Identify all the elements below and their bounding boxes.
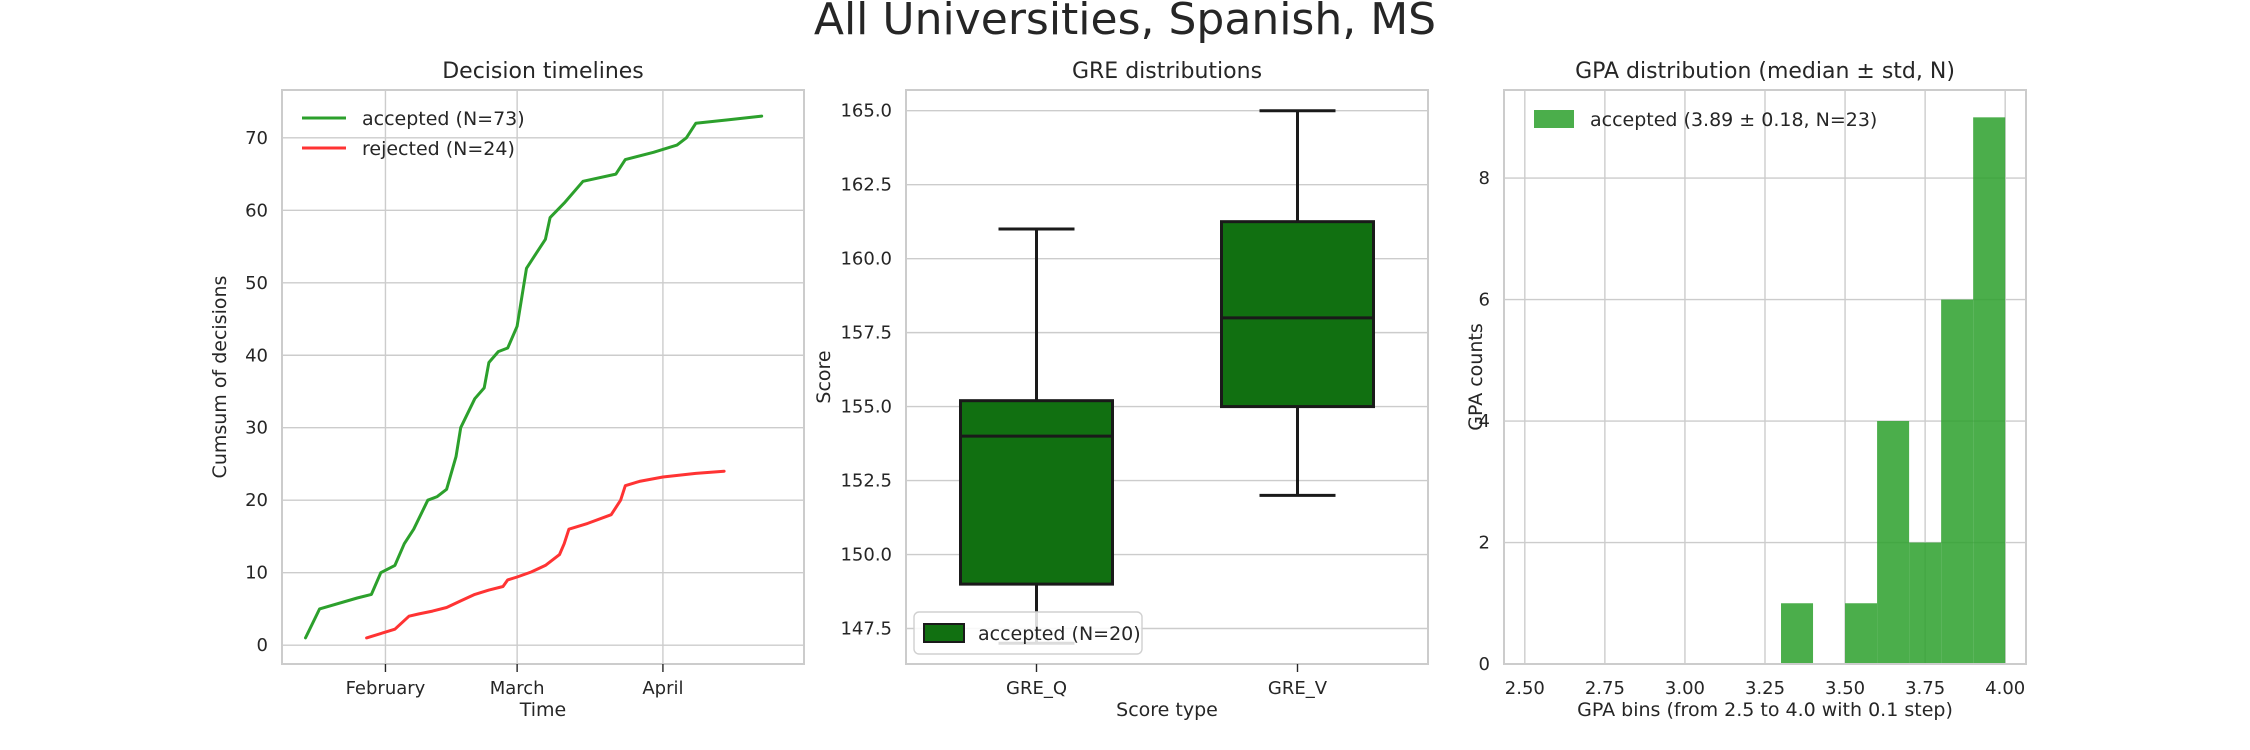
- timeline-ytick: 20: [245, 490, 268, 511]
- gpa-bars: [1781, 117, 2006, 665]
- gpa-bar: [1877, 421, 1910, 664]
- gpa-bar: [1973, 117, 2006, 665]
- gre-boxes: [959, 109, 1375, 645]
- gpa-xtick: 3.75: [1905, 678, 1945, 699]
- gre-q-box: [959, 399, 1114, 586]
- gre-ytick: 157.5: [840, 323, 892, 344]
- timeline-line-rejected: [365, 469, 726, 640]
- timeline-ylabel: Cumsum of decisions: [209, 276, 231, 479]
- timeline-ytick: 40: [245, 345, 268, 366]
- gpa-ytick: 4: [1479, 411, 1490, 432]
- gpa-bar: [1781, 603, 1814, 664]
- gpa-ylabel: GPA counts: [1465, 323, 1487, 431]
- timeline-grid: [282, 90, 804, 664]
- gre-xlabel: Score type: [1116, 699, 1218, 721]
- gre-legend: accepted (N=20): [913, 611, 1143, 655]
- timeline-ytick: 30: [245, 418, 268, 439]
- gre-ytick: 147.5: [840, 618, 892, 639]
- timeline-xtick: February: [346, 678, 426, 699]
- gre-ytick: 155.0: [840, 397, 892, 418]
- timeline-legend-label: accepted (N=73): [362, 108, 525, 130]
- timeline-ytick: 60: [245, 200, 268, 221]
- timeline-series: [304, 114, 764, 640]
- gpa-legend-label: accepted (3.89 ± 0.18, N=23): [1590, 109, 1877, 131]
- decision-timelines-panel: 0 10 20 30 40 50 60 70 February March April Decisi…: [209, 59, 805, 721]
- gre-ytick: 165.0: [840, 101, 892, 122]
- gre-xtick: GRE_Q: [1006, 678, 1067, 699]
- gpa-legend-swatch: [1534, 110, 1574, 128]
- gpa-ytick: 8: [1479, 168, 1490, 189]
- timeline-xlabel: Time: [519, 699, 567, 721]
- gpa-ticks: 0 2 4 6 8 2.50 2.75 3.00 3.25 3.50 3.75 4.00: [1479, 168, 2026, 699]
- gpa-ytick: 6: [1479, 290, 1490, 311]
- timeline-ytick: 50: [245, 273, 268, 294]
- timeline-ytick: 0: [257, 635, 268, 656]
- gpa-bar: [1845, 603, 1878, 664]
- gpa-xtick: 2.75: [1585, 678, 1625, 699]
- timeline-ytick: 10: [245, 563, 268, 584]
- timeline-title: Decision timelines: [442, 59, 644, 84]
- gpa-bar: [1941, 299, 1974, 664]
- timeline-ticks: 0 10 20 30 40 50 60 70 February March April: [245, 128, 683, 699]
- timeline-axes-frame: [281, 89, 805, 665]
- gre-ytick: 160.0: [840, 249, 892, 270]
- gpa-legend: accepted (3.89 ± 0.18, N=23): [1534, 109, 1877, 131]
- timeline-ytick: 70: [245, 128, 268, 149]
- gpa-bar: [1909, 542, 1942, 664]
- gpa-xlabel: GPA bins (from 2.5 to 4.0 with 0.1 step): [1577, 699, 1953, 721]
- timeline-xtick: April: [642, 678, 683, 699]
- gre-ytick: 152.5: [840, 471, 892, 492]
- timeline-legend: accepted (N=73) rejected (N=24): [302, 108, 525, 160]
- gre-legend-swatch: [923, 623, 965, 643]
- figure-title: All Universities, Spanish, MS: [814, 0, 1436, 45]
- gre-title: GRE distributions: [1072, 59, 1262, 84]
- timeline-xtick: March: [490, 678, 545, 699]
- gpa-xtick: 3.50: [1825, 678, 1865, 699]
- gre-ylabel: Score: [813, 350, 835, 403]
- gpa-distribution-panel: 0 2 4 6 8 2.50 2.75 3.00 3.25 3.50 3.75 4.00 GPA di…: [1465, 59, 2027, 721]
- gpa-xtick: 3.00: [1665, 678, 1705, 699]
- gpa-ytick: 0: [1479, 654, 1490, 675]
- gre-xtick: GRE_V: [1268, 678, 1328, 699]
- gre-v-box: [1220, 220, 1375, 409]
- timeline-legend-label: rejected (N=24): [362, 138, 515, 160]
- gre-axes-frame: [905, 89, 1429, 665]
- gpa-axes-frame: [1503, 89, 2027, 665]
- gpa-title: GPA distribution (median ± std, N): [1575, 59, 1955, 84]
- timeline-line-accepted: [304, 114, 764, 640]
- gpa-xtick: 4.00: [1985, 678, 2025, 699]
- gpa-xtick: 2.50: [1505, 678, 1545, 699]
- gre-ytick: 162.5: [840, 175, 892, 196]
- gpa-ytick: 2: [1479, 533, 1490, 554]
- gpa-xtick: 3.25: [1745, 678, 1785, 699]
- gre-ytick: 150.0: [840, 545, 892, 566]
- gre-legend-label: accepted (N=20): [978, 623, 1141, 645]
- gre-distributions-panel: 147.5 150.0 152.5 155.0 157.5 160.0 162.5 165.0…: [813, 59, 1429, 721]
- gre-legend-box: [913, 611, 1143, 655]
- gre-ticks: 147.5 150.0 152.5 155.0 157.5 160.0 162.5 165.0…: [840, 101, 1327, 699]
